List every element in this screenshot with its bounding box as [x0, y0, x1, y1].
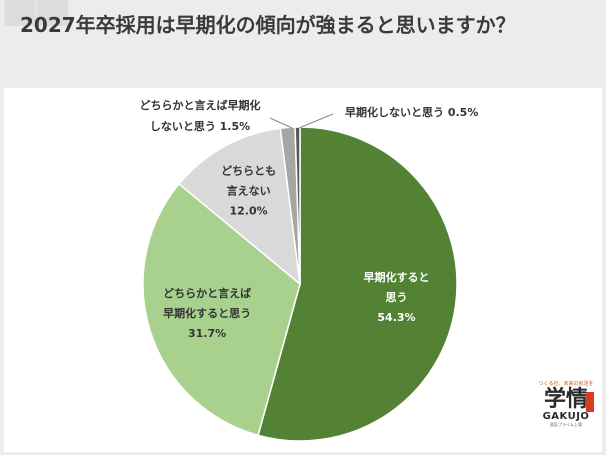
slice-label-1: どちらかと言えば早期化すると思う 31.7% [163, 286, 251, 340]
leader-line-4 [298, 113, 334, 129]
slice-label-2: どちらとも言えない 12.0% [221, 164, 276, 217]
logo-accent-bar [586, 392, 594, 412]
logo-kanji: 学情 [543, 386, 588, 412]
pie-slice-4 [294, 126, 301, 285]
slice-label-3: どちらかと言えば早期化しないと思う 1.5% [140, 98, 261, 133]
slice-label-0: 早期化すると思う 54.3% [364, 270, 430, 324]
slice-label-4: 早期化しないと思う 0.5% [345, 105, 478, 119]
leader-line-3 [269, 117, 293, 129]
logo-tagline: つくる社、未来の就活を [538, 381, 594, 387]
gakujo-logo: つくる社、未来の就活を 学情 GAKUJO 東証プライム上場 [534, 380, 598, 428]
logo-english: GAKUJO [542, 411, 590, 422]
pie-slice-1 [142, 182, 301, 437]
pie-slice-2 [177, 127, 301, 286]
page-title: 2027年卒採用は早期化の傾向が強まると思いますか？ [20, 13, 516, 37]
logo-sub: 東証プライム上場 [550, 422, 582, 427]
pie-slice-0 [257, 126, 458, 442]
